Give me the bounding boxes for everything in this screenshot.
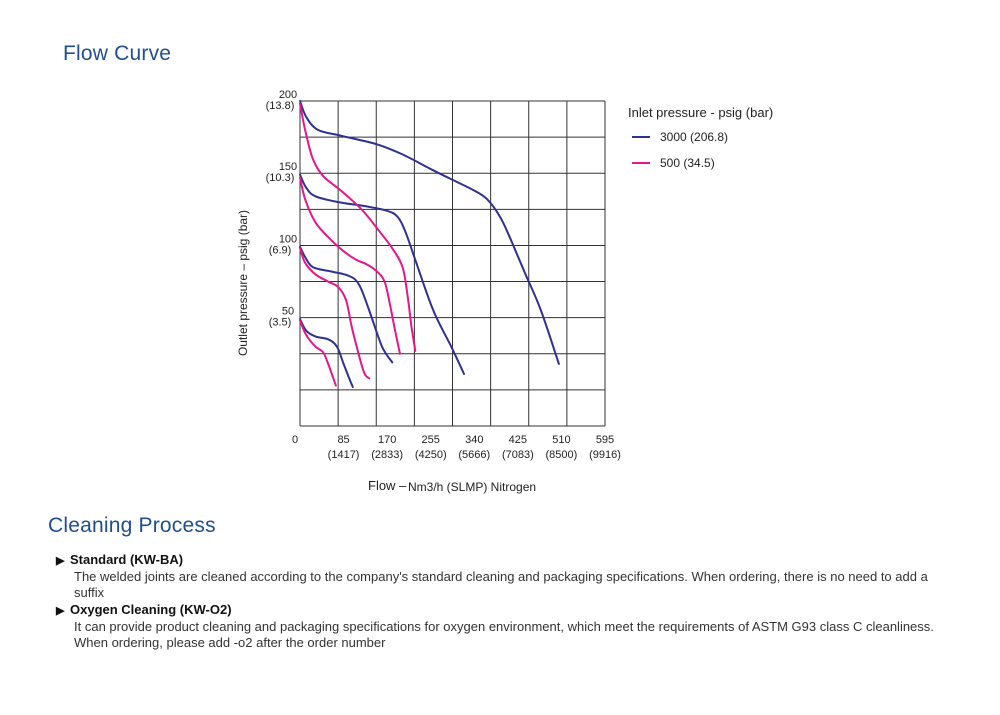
x-axis-label: Nm3/h (SLMP) Nitrogen (408, 480, 536, 494)
y-tick-label: 100 (279, 233, 297, 245)
series-500-psig (299, 102, 417, 387)
x-tick-label: 510 (552, 434, 570, 446)
flow-curve-line-3000-at-50 (299, 318, 354, 388)
x-tick-label: 85 (337, 434, 349, 446)
y-tick-sublabel: (3.5) (269, 317, 292, 329)
flow-curve-line-3000-at-150 (299, 173, 465, 375)
y-tick-sublabel: (10.3) (266, 172, 295, 184)
flow-curve-line-500-at-200 (299, 102, 417, 352)
flow-curve-line-500-at-50 (299, 319, 337, 387)
x-tick-label: 425 (509, 434, 527, 446)
y-tick-sublabel: (13.8) (266, 100, 295, 112)
x-tick-label: 0 (292, 434, 298, 446)
cleaning-item-oxygen: ▶ Oxygen Cleaning (KW-O2) It can provide … (56, 602, 934, 651)
x-tick-sublabel: (1417) (328, 449, 360, 461)
bullet-triangle-icon: ▶ (56, 605, 65, 617)
flow-curve-chart: 50(3.5) 100(6.9) 150(10.3) 200(13.8) 0 85 (141… (236, 89, 773, 494)
y-tick-sublabel: (6.9) (269, 244, 292, 256)
flow-curve-line-3000-at-200 (299, 100, 560, 365)
legend-label: 500 (34.5) (660, 156, 715, 170)
x-tick-sublabel: (7083) (502, 449, 534, 461)
x-tick-sublabel: (8500) (546, 449, 578, 461)
x-tick-sublabel: (2833) (371, 449, 403, 461)
legend-label: 3000 (206.8) (660, 130, 728, 144)
y-tick-label: 50 (282, 306, 294, 318)
bullet-triangle-icon: ▶ (56, 555, 65, 567)
y-axis-label: Outlet pressure – psig (bar) (236, 210, 250, 356)
chart-grid (299, 100, 606, 427)
x-tick-label: 255 (422, 434, 440, 446)
x-tick-sublabel: (9916) (589, 449, 621, 461)
x-axis-label-prefix: Flow – (368, 478, 407, 493)
y-tick-label: 200 (279, 89, 297, 101)
flow-curve-line-500-at-150 (299, 176, 401, 355)
x-tick-label: 170 (378, 434, 396, 446)
cleaning-process-title: Cleaning Process (48, 514, 216, 537)
y-tick-label: 150 (279, 161, 297, 173)
series-3000-psig (299, 100, 560, 388)
cleaning-item-standard: ▶ Standard (KW-BA) The welded joints are … (56, 552, 934, 601)
standard-cleaning-text: The welded joints are cleaned according … (74, 569, 928, 600)
x-tick-sublabel: (5666) (458, 449, 490, 461)
legend-title: Inlet pressure - psig (bar) (628, 105, 773, 120)
x-tick-label: 340 (465, 434, 483, 446)
x-tick-label: 595 (596, 434, 614, 446)
standard-cleaning-title: Standard (KW-BA) (70, 552, 184, 567)
x-tick-sublabel: (4250) (415, 449, 447, 461)
oxygen-cleaning-text: It can provide product cleaning and pack… (74, 619, 934, 650)
flow-curve-line-500-at-100 (299, 247, 371, 380)
oxygen-cleaning-title: Oxygen Cleaning (KW-O2) (70, 602, 232, 617)
flow-curve-title: Flow Curve (63, 42, 172, 65)
flow-curve-line-3000-at-100 (299, 245, 394, 364)
